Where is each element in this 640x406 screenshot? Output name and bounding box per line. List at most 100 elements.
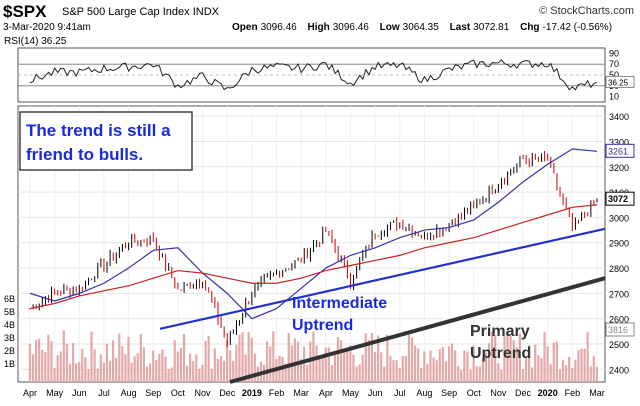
volume-bar xyxy=(531,367,534,382)
volume-bar xyxy=(389,356,392,382)
moving-averages xyxy=(29,148,598,320)
x-tick-label: Jun xyxy=(72,388,87,398)
x-tick-label: Sep xyxy=(145,388,161,398)
price-tag-volume xyxy=(605,322,635,337)
volume-bar xyxy=(284,363,287,382)
volume-bar xyxy=(306,364,309,382)
volume-bar xyxy=(266,341,269,382)
volume-bar xyxy=(139,334,142,382)
volume-bar xyxy=(78,361,81,382)
volume-bar xyxy=(229,350,232,382)
volume-bar xyxy=(105,343,109,382)
price-tag-ma50 xyxy=(605,143,635,158)
volume-bar xyxy=(583,348,586,382)
volume-tick-label: 3B xyxy=(4,333,15,343)
annotation-text-line2: friend to bulls. xyxy=(26,145,143,164)
volume-bar xyxy=(392,360,395,382)
volume-bar xyxy=(34,339,38,382)
volume-bar xyxy=(534,344,537,382)
price-tag-last xyxy=(605,191,635,206)
volume-bar xyxy=(370,333,374,382)
volume-bar xyxy=(241,332,244,382)
volume-bar xyxy=(71,342,75,382)
volume-bar xyxy=(75,363,78,382)
volume-bar xyxy=(524,357,528,382)
volume-bar xyxy=(358,364,361,382)
annotation-text-line1: The trend is still a xyxy=(26,121,171,140)
volume-bar xyxy=(50,341,53,382)
volume-bar xyxy=(497,363,500,382)
volume-bar xyxy=(469,369,472,382)
price-tick-label: 3000 xyxy=(609,213,629,223)
volume-bar xyxy=(84,357,87,382)
x-tick-label: Aug xyxy=(121,388,137,398)
volume-bar xyxy=(152,350,155,382)
rsi-line xyxy=(29,59,598,91)
volume-tick-label: 5B xyxy=(4,307,15,317)
volume-bar xyxy=(413,345,417,382)
price-tick-label: 2600 xyxy=(609,315,629,325)
volume-bar xyxy=(438,349,441,382)
volume-bar xyxy=(96,368,99,382)
volume-bar xyxy=(555,341,558,382)
volume-bar xyxy=(343,348,346,382)
volume-bar xyxy=(62,330,65,382)
volume-bar xyxy=(179,347,182,382)
volume-bar xyxy=(546,346,549,382)
volume-bar xyxy=(133,356,136,382)
volume-bar xyxy=(432,357,435,382)
x-tick-label: Mar xyxy=(589,388,605,398)
x-tick-label: May xyxy=(342,388,360,398)
volume-bar xyxy=(158,353,161,382)
intermediate-label-2: Uptrend xyxy=(292,317,353,334)
volume-bar xyxy=(420,367,423,382)
volume-bar xyxy=(503,336,506,382)
volume-bar xyxy=(528,345,531,382)
price-tag-label-last: 3072 xyxy=(608,194,628,204)
primary-label-2: Uptrend xyxy=(470,345,531,362)
volume-bar xyxy=(327,347,330,382)
volume-bar xyxy=(595,366,598,382)
ma200-line xyxy=(29,204,598,310)
rsi-current-tag xyxy=(605,75,635,88)
rsi-label: RSI(14) 36.25 xyxy=(4,36,67,47)
x-tick-label: Dec xyxy=(515,388,532,398)
volume-bar xyxy=(518,333,521,382)
volume-bar xyxy=(112,340,115,382)
volume-bar xyxy=(124,354,127,382)
volume-bar xyxy=(340,340,343,382)
volume-bar xyxy=(454,350,457,382)
volume-bar xyxy=(336,336,340,382)
x-tick-label: Mar xyxy=(293,388,309,398)
volume-tick-label: 1B xyxy=(4,359,15,369)
volume-bar xyxy=(53,367,56,382)
volume-bar xyxy=(68,363,72,382)
volume-bar xyxy=(136,353,139,382)
rsi-tick-label: 90 xyxy=(609,48,619,58)
volume-bar xyxy=(170,367,173,382)
volume-bar xyxy=(99,354,102,382)
volume-bar xyxy=(121,346,124,382)
volume-bar xyxy=(377,335,380,382)
volume-bar xyxy=(580,348,583,382)
volume-bar xyxy=(127,336,130,382)
volume-bar xyxy=(299,358,303,382)
volume-bar xyxy=(494,335,497,382)
volume-bar xyxy=(540,358,543,382)
volume-bar xyxy=(247,332,250,382)
volume-bar xyxy=(90,331,93,382)
volume-bar xyxy=(321,356,324,382)
volume-bar xyxy=(355,366,358,382)
volume-bar xyxy=(450,343,454,382)
volume-bar xyxy=(161,349,164,382)
volume-bar xyxy=(102,362,105,382)
brand-link[interactable]: © StockCharts.com xyxy=(539,5,634,17)
volume-bar xyxy=(201,364,204,382)
volume-bar xyxy=(207,335,210,382)
volume-bar xyxy=(195,354,198,382)
volume-bar xyxy=(56,355,59,382)
volume-bar xyxy=(315,345,318,382)
volume-bar xyxy=(361,354,364,382)
volume-bar xyxy=(543,332,546,382)
